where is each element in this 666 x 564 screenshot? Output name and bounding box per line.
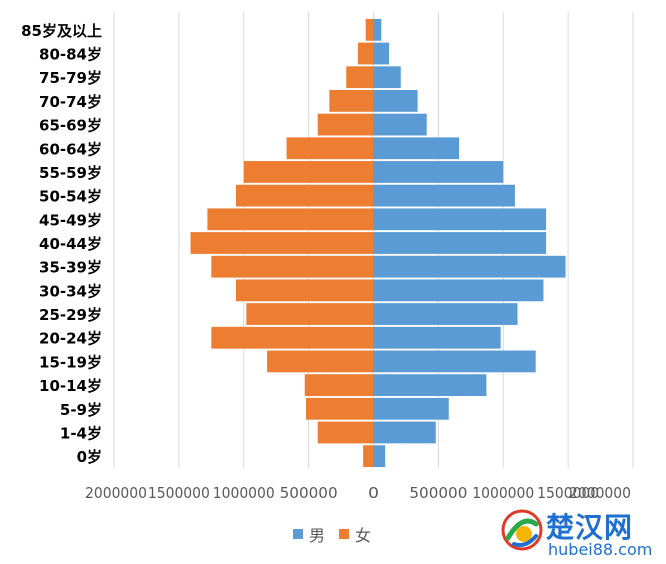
x-tick-label: 0 — [368, 484, 379, 502]
bar-male-12 — [373, 161, 504, 183]
y-tick-label: 75-79岁 — [39, 69, 102, 87]
y-tick-label: 85岁及以上 — [21, 22, 102, 40]
bar-female-16 — [346, 66, 374, 89]
x-tick-label: 1000000 — [472, 484, 534, 502]
bar-female-18 — [365, 18, 374, 41]
bar-female-5 — [211, 326, 374, 349]
bar-male-2 — [373, 397, 449, 420]
y-tick-label: 60-64岁 — [39, 140, 102, 158]
bar-female-9 — [190, 232, 374, 254]
bar-female-7 — [235, 279, 374, 302]
bar-female-3 — [304, 374, 374, 396]
bar-male-18 — [373, 18, 382, 41]
watermark-title: 楚汉网 — [546, 511, 634, 544]
y-tick-label: 5-9岁 — [60, 401, 102, 419]
legend-label-female: 女 — [355, 526, 372, 545]
x-tick-label: 2000000 — [569, 484, 631, 502]
x-tick-label: 1500000 — [148, 484, 210, 502]
legend-label-male: 男 — [309, 526, 326, 545]
bar-male-13 — [373, 137, 460, 160]
bar-female-15 — [329, 90, 374, 112]
bar-female-12 — [243, 161, 374, 183]
y-tick-label: 25-29岁 — [39, 306, 102, 324]
bar-male-10 — [373, 208, 547, 231]
bar-female-13 — [286, 137, 374, 160]
bar-male-9 — [373, 232, 547, 254]
bar-female-4 — [267, 350, 374, 373]
bar-male-6 — [373, 303, 518, 325]
y-tick-label: 55-59岁 — [39, 164, 102, 182]
y-tick-label: 40-44岁 — [39, 235, 102, 253]
bar-male-8 — [373, 255, 566, 278]
legend-item-male: 男 — [293, 522, 325, 546]
x-tick-label: 500000 — [409, 484, 467, 502]
legend-swatch-male — [293, 529, 303, 539]
x-tick-label: 1500000 — [537, 484, 599, 502]
x-axis-labels: 2000000 1500000 1000000 500000 0 500000 100000… — [85, 484, 631, 502]
x-tick-label: 500000 — [280, 484, 338, 502]
bar-female-17 — [357, 42, 374, 65]
legend-swatch-female — [339, 529, 350, 539]
bar-male-11 — [373, 184, 515, 207]
bar-male-1 — [373, 421, 436, 444]
y-tick-label: 1-4岁 — [60, 424, 102, 442]
watermark-domain: hubei88.com — [548, 540, 653, 559]
bar-male-17 — [373, 42, 390, 65]
y-tick-label: 45-49岁 — [39, 211, 102, 229]
y-tick-label: 10-14岁 — [39, 377, 102, 395]
bar-male-14 — [373, 113, 427, 136]
bar-female-1 — [317, 421, 374, 444]
bar-male-5 — [373, 326, 501, 349]
y-tick-label: 15-19岁 — [39, 353, 102, 371]
y-tick-label: 0岁 — [77, 448, 102, 466]
bar-male-15 — [373, 90, 418, 112]
bar-female-0 — [363, 445, 374, 468]
bar-male-7 — [373, 279, 544, 302]
bar-female-2 — [306, 397, 374, 420]
bar-male-16 — [373, 66, 401, 89]
bar-female-6 — [246, 303, 374, 325]
watermark: 楚汉网 hubei88.com — [500, 504, 662, 562]
x-tick-label: 2000000 — [85, 484, 147, 502]
bar-male-0 — [373, 445, 386, 468]
y-tick-label: 35-39岁 — [39, 259, 102, 277]
bar-female-8 — [211, 255, 374, 278]
y-tick-label: 80-84岁 — [39, 46, 102, 64]
y-tick-label: 65-69岁 — [39, 117, 102, 135]
legend-item-female: 女 — [339, 522, 371, 546]
bar-female-10 — [207, 208, 374, 231]
y-tick-label: 20-24岁 — [39, 330, 102, 348]
x-tick-label: 1000000 — [213, 484, 275, 502]
watermark-logo-icon — [501, 509, 543, 551]
bar-female-11 — [235, 184, 374, 207]
bars — [190, 18, 566, 468]
y-axis-labels: 0岁 1-4岁 5-9岁 10-14岁 15-19岁 20-24岁 25-29岁 30-34岁… — [21, 22, 102, 466]
bar-male-4 — [373, 350, 536, 373]
y-tick-label: 70-74岁 — [39, 93, 102, 111]
y-tick-label: 30-34岁 — [39, 282, 102, 300]
bar-male-3 — [373, 374, 487, 396]
bar-female-14 — [317, 113, 374, 136]
y-tick-label: 50-54岁 — [39, 188, 102, 206]
legend: 男 女 — [293, 522, 385, 546]
